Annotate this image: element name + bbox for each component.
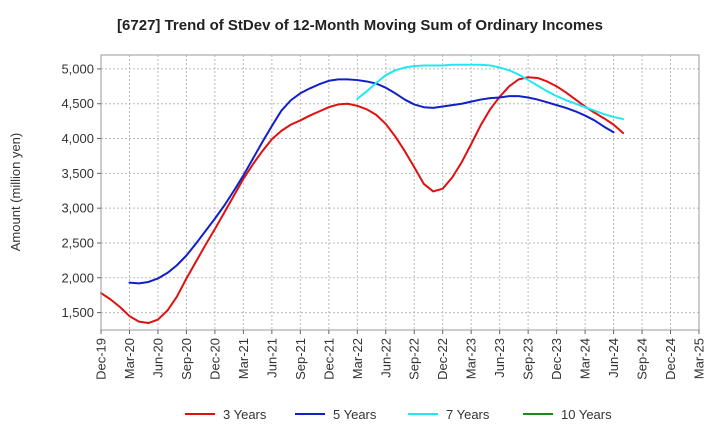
x-tick-label: Mar-21 bbox=[236, 338, 251, 379]
legend-label: 10 Years bbox=[561, 407, 612, 422]
legend-label: 5 Years bbox=[333, 407, 377, 422]
y-tick-label: 1,500 bbox=[61, 305, 94, 320]
y-tick-label: 2,500 bbox=[61, 235, 94, 250]
legend-item-3-years: 3 Years bbox=[185, 407, 267, 422]
x-tick-label: Sep-24 bbox=[635, 338, 650, 380]
x-tick-label: Jun-23 bbox=[492, 338, 507, 378]
x-axis-ticks: Dec-19 Mar-20 Jun-20 Sep-20 Dec-20 Mar-21 Jun-… bbox=[94, 330, 707, 380]
legend-item-10-years: 10 Years bbox=[523, 407, 612, 422]
chart-title: [6727] Trend of StDev of 12-Month Moving… bbox=[117, 17, 603, 34]
x-tick-label: Sep-22 bbox=[407, 338, 422, 380]
plot-frame bbox=[100, 54, 700, 331]
x-tick-label: Sep-20 bbox=[179, 338, 194, 380]
x-tick-label: Dec-20 bbox=[207, 338, 222, 380]
series-line-7-years bbox=[356, 63, 625, 121]
legend: 3 Years 5 Years 7 Years 10 Years bbox=[185, 407, 612, 422]
x-tick-label: Jun-24 bbox=[606, 338, 621, 378]
series-lines bbox=[100, 63, 625, 325]
series-line-5-years bbox=[128, 78, 615, 285]
x-tick-label: Dec-21 bbox=[321, 338, 336, 380]
legend-label: 7 Years bbox=[446, 407, 490, 422]
legend-label: 3 Years bbox=[223, 407, 267, 422]
x-tick-label: Jun-21 bbox=[264, 338, 279, 378]
x-tick-label: Sep-23 bbox=[521, 338, 536, 380]
x-tick-label: Dec-22 bbox=[435, 338, 450, 380]
y-tick-label: 2,000 bbox=[61, 270, 94, 285]
y-tick-label: 3,000 bbox=[61, 201, 94, 216]
series-line-3-years bbox=[100, 76, 625, 325]
x-tick-label: Dec-19 bbox=[94, 338, 109, 380]
x-tick-label: Jun-22 bbox=[378, 338, 393, 378]
y-axis-ticks: 1,500 2,000 2,500 3,000 3,500 4,000 4,500 5,000 bbox=[61, 61, 101, 320]
x-tick-label: Dec-23 bbox=[549, 338, 564, 380]
legend-item-7-years: 7 Years bbox=[408, 407, 490, 422]
x-tick-label: Mar-25 bbox=[692, 338, 707, 379]
y-tick-label: 5,000 bbox=[61, 61, 94, 76]
y-tick-label: 4,500 bbox=[61, 96, 94, 111]
x-tick-label: Sep-21 bbox=[293, 338, 308, 380]
x-tick-label: Jun-20 bbox=[150, 338, 165, 378]
x-tick-label: Mar-24 bbox=[578, 338, 593, 379]
y-tick-label: 4,000 bbox=[61, 131, 94, 146]
x-tick-label: Mar-23 bbox=[464, 338, 479, 379]
x-tick-label: Mar-20 bbox=[122, 338, 137, 379]
y-axis-label: Amount (million yen) bbox=[8, 133, 23, 252]
legend-item-5-years: 5 Years bbox=[295, 407, 377, 422]
x-tick-label: Mar-22 bbox=[350, 338, 365, 379]
y-tick-label: 3,500 bbox=[61, 166, 94, 181]
x-tick-label: Dec-24 bbox=[663, 338, 678, 380]
